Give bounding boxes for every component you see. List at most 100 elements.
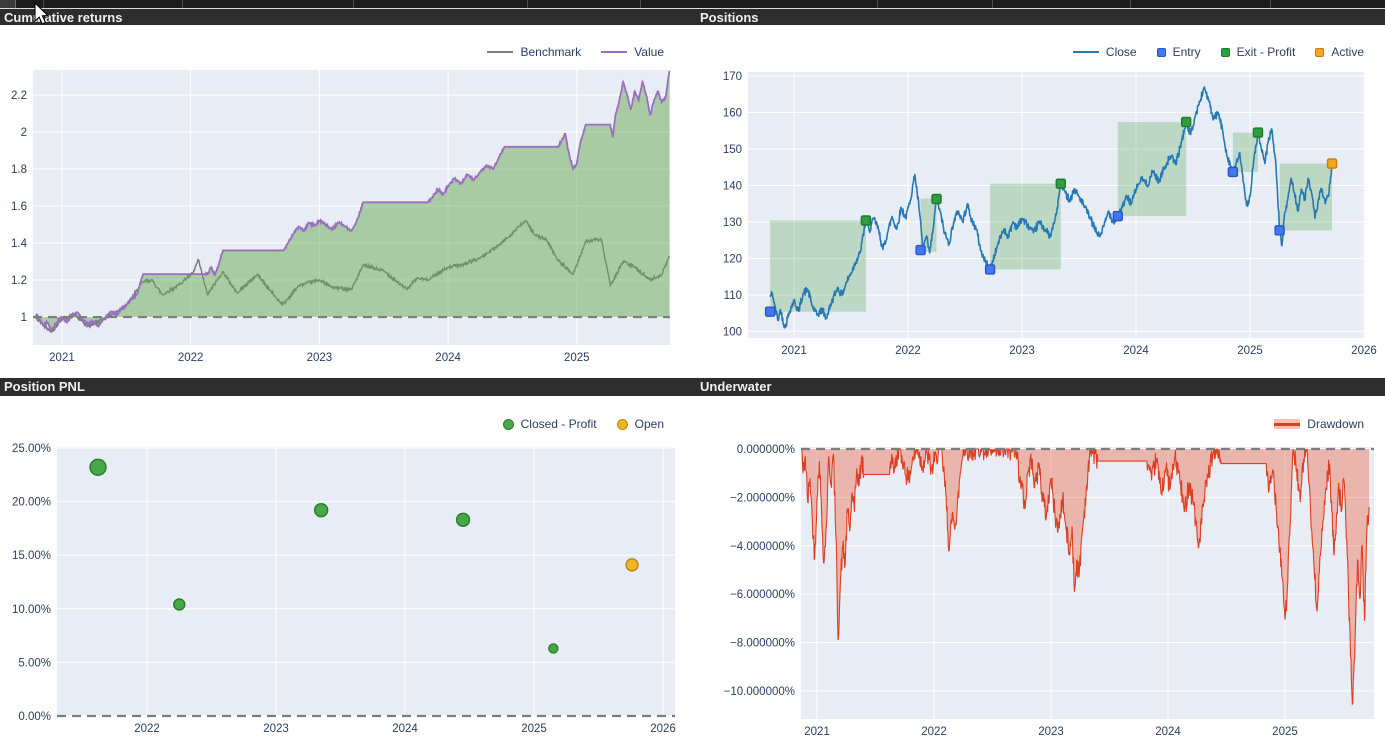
underwater-panel: Drawdown 2021 2022 2023 2024 2025 0.000000% −2… bbox=[690, 396, 1385, 747]
entry-marker[interactable] bbox=[915, 244, 926, 256]
top-strip-separator bbox=[43, 0, 44, 8]
legend-item-drawdown[interactable]: Drawdown bbox=[1274, 417, 1364, 431]
axis-tick-labels: 2021 2022 2023 2024 2025 1 1.2 1.4 1.6 1.8 2 2.2 bbox=[11, 90, 590, 364]
y-tick-label: 1 bbox=[21, 312, 27, 324]
exit-profit-marker[interactable] bbox=[931, 193, 942, 205]
closed-profit-pnl-point[interactable] bbox=[455, 512, 471, 527]
y-tick-label: 5.00% bbox=[18, 657, 51, 669]
underwater-plot[interactable]: 2021 2022 2023 2024 2025 0.000000% −2.000000% −… bbox=[690, 396, 1385, 747]
cumulative-returns-legend: Benchmark Value bbox=[487, 45, 664, 59]
legend-item-closed-profit[interactable]: Closed - Profit bbox=[502, 417, 597, 431]
positions-panel: Close Entry Exit - Profit Active 2021 202… bbox=[690, 25, 1385, 375]
y-tick-label: −2.000000% bbox=[730, 492, 795, 504]
x-tick-label: 2023 bbox=[263, 723, 289, 735]
active-marker[interactable] bbox=[1326, 158, 1338, 169]
legend-item-active[interactable]: Active bbox=[1315, 45, 1364, 59]
y-tick-label: 110 bbox=[724, 290, 742, 302]
x-tick-label: 2022 bbox=[178, 352, 204, 364]
entry-marker[interactable] bbox=[1112, 210, 1123, 222]
plot-background bbox=[801, 447, 1374, 719]
position-zone[interactable] bbox=[1117, 121, 1187, 217]
x-tick-label: 2024 bbox=[435, 352, 461, 364]
exit-profit-square-swatch-icon bbox=[1220, 47, 1230, 57]
legend-label: Benchmark bbox=[520, 45, 582, 59]
x-tick-label: 2021 bbox=[804, 726, 830, 738]
axis-tick-labels: 2022 2023 2024 2025 2026 0.00% 5.00% 10.00% 15.0… bbox=[12, 443, 676, 735]
entry-marker[interactable] bbox=[1274, 225, 1285, 236]
y-tick-label: 160 bbox=[723, 108, 742, 120]
benchmark-line-swatch-icon bbox=[487, 51, 514, 53]
x-tick-label: 2021 bbox=[49, 352, 75, 364]
x-tick-label: 2022 bbox=[134, 723, 160, 735]
position-zone[interactable] bbox=[990, 183, 1061, 270]
close-line-swatch-icon bbox=[1072, 51, 1099, 53]
legend-item-open[interactable]: Open bbox=[616, 417, 664, 431]
y-tick-label: 1.4 bbox=[11, 238, 28, 250]
x-tick-label: 2024 bbox=[1123, 345, 1149, 357]
x-tick-label: 2024 bbox=[1155, 726, 1181, 738]
panel-title-underwater: Underwater bbox=[690, 378, 1385, 396]
positions-legend: Close Entry Exit - Profit Active bbox=[1072, 45, 1364, 59]
legend-item-exit-profit[interactable]: Exit - Profit bbox=[1220, 45, 1295, 59]
position-pnl-plot[interactable]: 2022 2023 2024 2025 2026 0.00% 5.00% 10.00% 15.0… bbox=[0, 396, 690, 747]
drawdown-line[interactable] bbox=[801, 447, 1370, 706]
y-tick-label: 0.000000% bbox=[737, 444, 795, 456]
legend-label: Closed - Profit bbox=[520, 417, 597, 431]
top-strip-separator bbox=[992, 0, 993, 8]
legend-item-value[interactable]: Value bbox=[601, 45, 664, 59]
y-tick-label: 1.2 bbox=[11, 275, 27, 287]
legend-label: Value bbox=[634, 45, 664, 59]
exit-profit-marker[interactable] bbox=[860, 215, 872, 226]
titlebar-row-1: Cumulative returns Positions bbox=[0, 9, 1385, 26]
exit-profit-marker[interactable] bbox=[1180, 116, 1192, 128]
top-strip-separator bbox=[1270, 0, 1271, 8]
underwater-legend: Drawdown bbox=[1274, 417, 1364, 431]
y-tick-label: −6.000000% bbox=[730, 589, 795, 601]
x-tick-label: 2023 bbox=[1038, 726, 1064, 738]
positions-plot[interactable]: 2021 2022 2023 2024 2025 2026 100 110 120 130 140 1… bbox=[690, 25, 1385, 375]
x-tick-label: 2025 bbox=[564, 352, 590, 364]
position-pnl-panel: Closed - Profit Open 2022 2023 2024 2025 202… bbox=[0, 396, 690, 747]
legend-label: Close bbox=[1105, 45, 1137, 59]
y-tick-label: 10.00% bbox=[12, 604, 51, 616]
x-tick-label: 2025 bbox=[521, 723, 547, 735]
top-strip-separator bbox=[353, 0, 354, 8]
position-zone[interactable] bbox=[770, 220, 866, 312]
exit-profit-marker[interactable] bbox=[1252, 127, 1264, 138]
cumulative-returns-plot[interactable]: 2021 2022 2023 2024 2025 1 1.2 1.4 1.6 1.8 2 2.2 bbox=[0, 25, 690, 375]
legend-item-close[interactable]: Close bbox=[1072, 45, 1137, 59]
exit-profit-marker[interactable] bbox=[1055, 178, 1066, 189]
closed-profit-pnl-point[interactable] bbox=[173, 598, 186, 611]
y-tick-label: 20.00% bbox=[12, 497, 51, 509]
panel-title-position-pnl: Position PNL bbox=[0, 378, 690, 396]
legend-item-entry[interactable]: Entry bbox=[1156, 45, 1201, 59]
y-tick-label: −8.000000% bbox=[730, 638, 795, 650]
drawdown-area-swatch-icon bbox=[1274, 419, 1301, 429]
entry-marker[interactable] bbox=[764, 306, 776, 317]
value-line[interactable] bbox=[34, 70, 671, 332]
legend-label: Open bbox=[634, 417, 664, 431]
top-strip-cell bbox=[0, 0, 16, 8]
y-tick-label: −10.000000% bbox=[724, 686, 795, 698]
x-tick-label: 2025 bbox=[1272, 726, 1298, 738]
top-strip-separator bbox=[182, 0, 183, 8]
y-tick-label: 2.2 bbox=[11, 90, 27, 102]
top-window-strip bbox=[0, 0, 1385, 9]
closed-profit-pnl-point[interactable] bbox=[548, 643, 559, 654]
plot-background bbox=[748, 72, 1365, 338]
entry-marker[interactable] bbox=[984, 264, 996, 275]
y-tick-label: 130 bbox=[723, 217, 742, 229]
x-tick-label: 2022 bbox=[921, 726, 947, 738]
entry-marker[interactable] bbox=[1227, 166, 1239, 178]
entry-square-swatch-icon bbox=[1156, 47, 1166, 57]
y-tick-label: 150 bbox=[723, 144, 742, 156]
position-pnl-legend: Closed - Profit Open bbox=[502, 417, 664, 431]
axis-tick-labels: 2021 2022 2023 2024 2025 2026 100 110 120 130 140 1… bbox=[723, 71, 1377, 357]
y-tick-label: 120 bbox=[723, 253, 742, 265]
closed-profit-pnl-point[interactable] bbox=[89, 458, 107, 476]
gridlines bbox=[57, 447, 675, 717]
closed-profit-pnl-point[interactable] bbox=[313, 502, 329, 518]
close-line[interactable] bbox=[769, 86, 1333, 329]
legend-item-benchmark[interactable]: Benchmark bbox=[487, 45, 581, 59]
open-pnl-point[interactable] bbox=[625, 558, 639, 572]
